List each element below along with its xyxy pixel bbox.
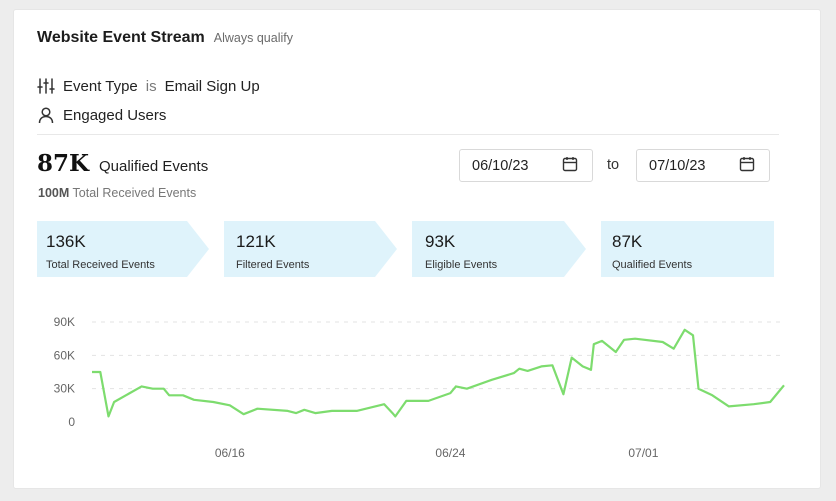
- qualified-summary: 87K Qualified Events: [37, 150, 208, 177]
- card-header: Website Event Stream Always qualify: [37, 29, 293, 47]
- funnel-label: Eligible Events: [425, 259, 498, 271]
- qualified-label: Qualified Events: [99, 158, 209, 175]
- total-label: Total Received Events: [72, 186, 197, 200]
- event-type-filter[interactable]: Event Type is Email Sign Up: [37, 77, 260, 95]
- y-tick-label: 90K: [54, 315, 75, 329]
- sliders-icon: [37, 77, 55, 95]
- audience-filter[interactable]: Engaged Users: [37, 106, 166, 124]
- date-range-separator: to: [607, 157, 620, 173]
- audience-label: Engaged Users: [63, 106, 167, 124]
- y-tick-label: 30K: [54, 382, 75, 396]
- start-date-input[interactable]: 06/10/23: [459, 149, 593, 182]
- events-line-chart: 0 30K 60K 90K 06/16 06/24 07/01: [54, 315, 785, 460]
- funnel-value: 93K: [425, 232, 456, 251]
- end-date-input[interactable]: 07/10/23: [636, 149, 770, 182]
- funnel-value: 136K: [46, 232, 86, 251]
- x-tick-label: 07/01: [628, 446, 658, 460]
- total-count: 100M: [38, 186, 70, 200]
- funnel-value: 121K: [236, 232, 276, 251]
- end-date-value: 07/10/23: [649, 157, 706, 174]
- funnel-label: Qualified Events: [612, 259, 693, 271]
- x-tick-label: 06/24: [435, 446, 465, 460]
- card-subtitle: Always qualify: [213, 31, 293, 45]
- start-date-value: 06/10/23: [472, 157, 529, 174]
- funnel-step-qualified: 87K Qualified Events: [601, 221, 774, 277]
- funnel-step-eligible: 93K Eligible Events: [412, 221, 586, 277]
- funnel-label: Filtered Events: [236, 259, 310, 271]
- y-tick-label: 0: [68, 415, 75, 429]
- qualified-count: 87K: [37, 150, 89, 177]
- filter-operator: is: [145, 77, 157, 95]
- calendar-icon[interactable]: [562, 156, 578, 176]
- funnel-value: 87K: [612, 232, 643, 251]
- section-divider: [37, 134, 779, 135]
- card-title: Website Event Stream: [37, 29, 205, 46]
- calendar-icon[interactable]: [739, 156, 755, 176]
- user-icon: [37, 106, 55, 124]
- x-tick-label: 06/16: [215, 446, 245, 460]
- series-line: [92, 328, 785, 418]
- event-type-label: Event Type: [63, 77, 138, 95]
- funnel-label: Total Received Events: [46, 259, 155, 271]
- funnel-step-received: 136K Total Received Events: [37, 221, 209, 277]
- event-type-value: Email Sign Up: [164, 77, 260, 95]
- funnel-step-filtered: 121K Filtered Events: [224, 221, 397, 277]
- y-tick-label: 60K: [54, 348, 75, 362]
- total-summary: 100M Total Received Events: [38, 186, 196, 200]
